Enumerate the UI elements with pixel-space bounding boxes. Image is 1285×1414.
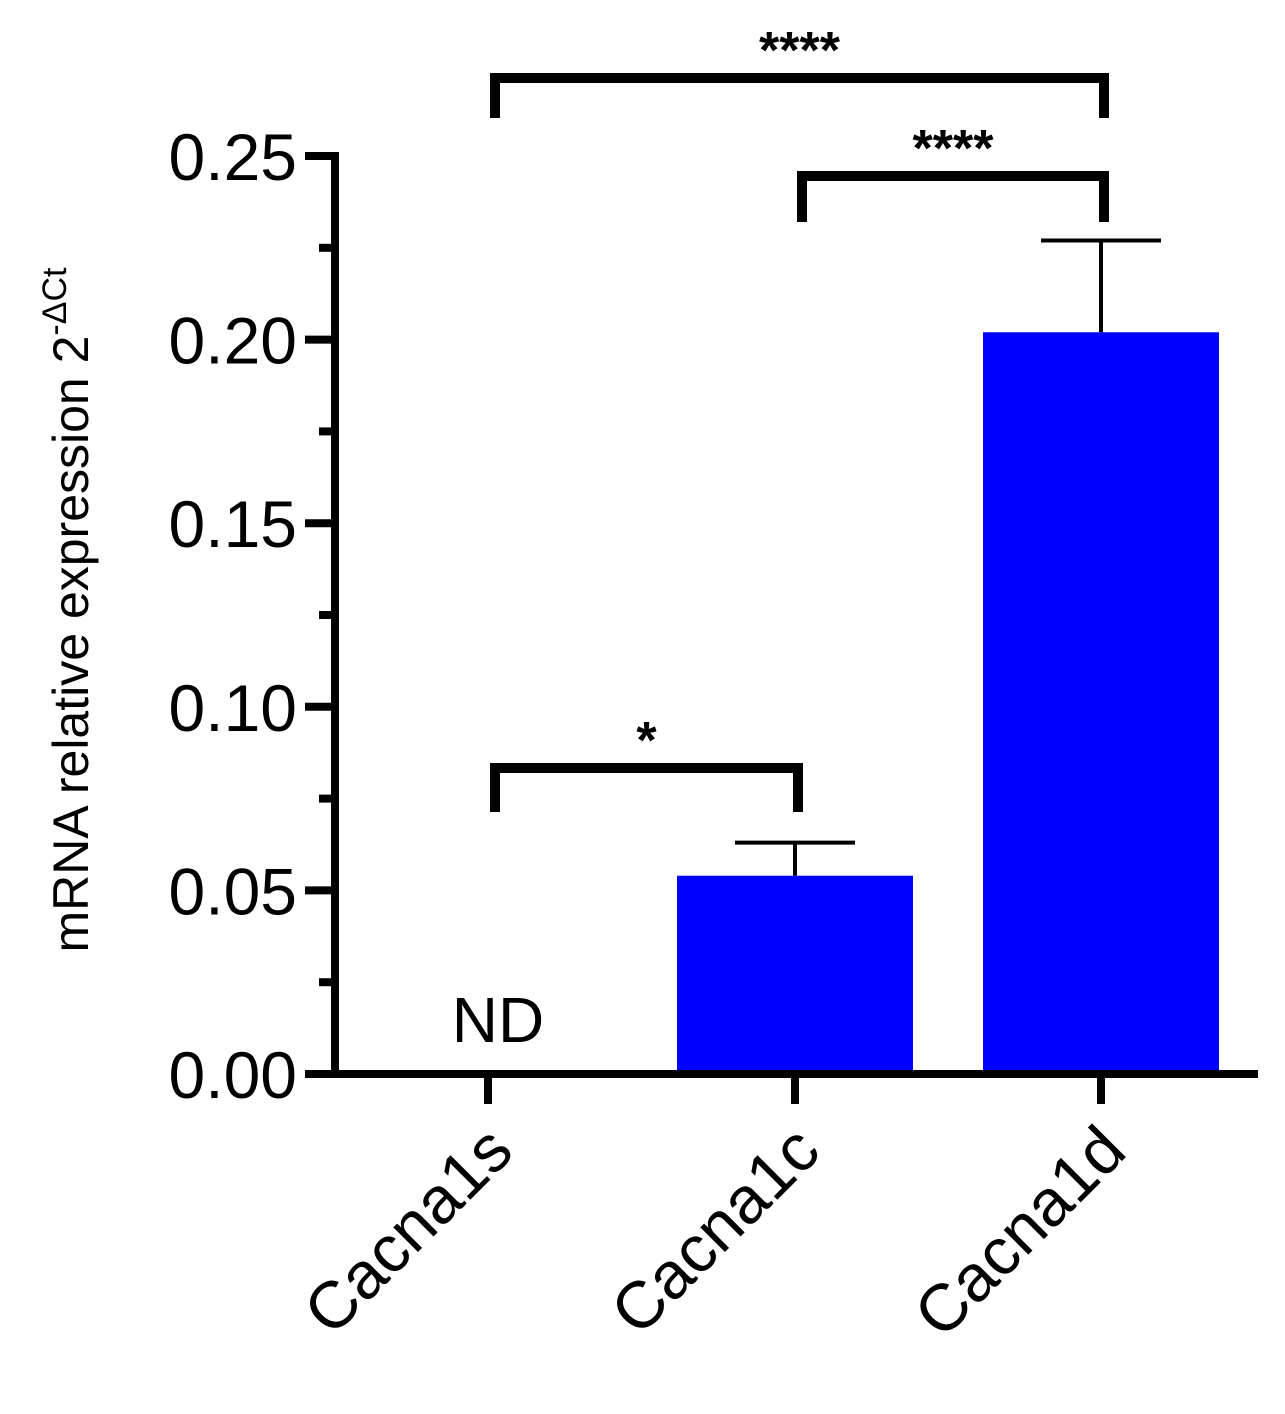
significance-bracket: [797, 171, 1109, 222]
x-tick-label-cacna1s: Cacna1s: [289, 1112, 526, 1349]
significance-label: ****: [913, 120, 995, 178]
bars: ND: [452, 332, 1219, 1075]
y-axis-title: mRNA relative expression 2-ΔCt: [36, 267, 99, 953]
bar-cacna1d: [983, 332, 1219, 1075]
y-axis-title-superscript: -ΔCt: [36, 267, 74, 336]
error-bars: [735, 238, 1161, 876]
significance-label: *: [636, 712, 657, 770]
y-tick-label: 0.25: [169, 120, 297, 194]
y-tick-label: 0.00: [169, 1038, 297, 1112]
significance-bracket: [490, 763, 803, 812]
bar-cacna1c: [677, 875, 913, 1074]
significance-brackets: *********: [490, 22, 1109, 812]
x-axis: Cacna1s Cacna1c Cacna1d: [289, 1074, 1139, 1351]
y-axis: 0.00 0.05 0.10 0.15 0.20 0.25: [169, 120, 335, 1112]
bar-value-label: ND: [452, 984, 544, 1056]
y-tick-label: 0.10: [169, 671, 297, 745]
x-tick-label-cacna1c: Cacna1c: [596, 1112, 833, 1349]
x-tick-label-cacna1d: Cacna1d: [900, 1112, 1139, 1351]
y-tick-label: 0.05: [169, 854, 297, 928]
y-tick-label: 0.20: [169, 304, 297, 378]
y-tick-label: 0.15: [169, 487, 297, 561]
y-axis-title-main: mRNA relative expression 2: [43, 336, 99, 953]
significance-bracket: [490, 73, 1109, 118]
significance-label: ****: [759, 22, 841, 80]
